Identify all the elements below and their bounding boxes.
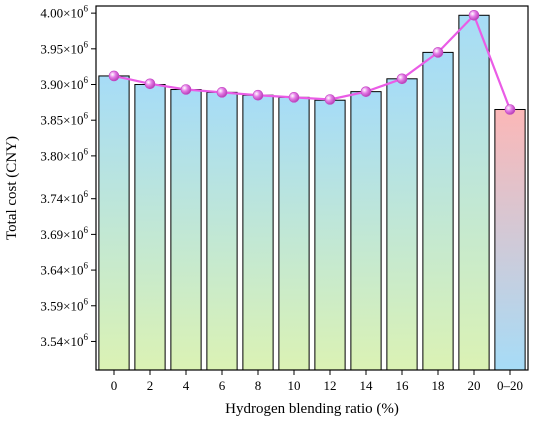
x-tick-label: 16 — [396, 378, 410, 393]
x-tick-label: 12 — [324, 378, 337, 393]
x-tick-label: 4 — [183, 378, 190, 393]
y-tick-label: 3.90×106 — [40, 75, 88, 92]
line-marker-10 — [288, 92, 300, 103]
line-marker-0–20 — [504, 104, 516, 115]
axes: 3.54×106 3.59×106 3.64×106 3.69×106 3.74×106… — [40, 4, 529, 393]
plot-frame — [95, 5, 529, 371]
y-axis-label: Total cost (CNY) — [4, 136, 20, 240]
bar-16 — [386, 78, 418, 371]
line-series — [108, 9, 516, 115]
line-marker-2 — [144, 78, 156, 90]
x-tick-label: 14 — [360, 378, 374, 393]
y-tick-label: 3.59×106 — [40, 296, 88, 313]
bar-10 — [278, 96, 310, 371]
line-marker-18 — [432, 47, 444, 58]
y-tick-label: 3.85×106 — [40, 111, 88, 128]
cost-line — [113, 14, 512, 110]
line-marker-20 — [468, 9, 480, 21]
y-tick-label: 4.00×106 — [40, 4, 88, 21]
x-tick-label: 0–20 — [497, 378, 523, 393]
bar-14 — [350, 91, 382, 371]
bar-18 — [422, 51, 454, 371]
x-tick-label: 20 — [468, 378, 481, 393]
bar-0 — [98, 75, 130, 371]
bar-12 — [314, 99, 346, 371]
y-tick-label: 3.80×106 — [40, 146, 88, 163]
line-marker-0 — [108, 70, 120, 82]
bar-20 — [458, 14, 490, 371]
x-tick-label: 10 — [288, 378, 301, 393]
x-tick-label: 0 — [111, 378, 118, 393]
x-tick-label: 18 — [432, 378, 445, 393]
line-marker-6 — [216, 87, 228, 98]
y-tick-label: 3.54×106 — [40, 332, 88, 349]
line-marker-16 — [396, 73, 408, 85]
bar-2 — [134, 84, 166, 371]
y-tick-label: 3.69×106 — [40, 225, 88, 242]
line-marker-4 — [180, 84, 192, 95]
line-marker-8 — [252, 89, 264, 101]
line-marker-12 — [324, 94, 336, 105]
line-marker-14 — [360, 86, 372, 97]
bar-8 — [242, 94, 274, 371]
y-tick-label: 3.74×106 — [40, 189, 88, 206]
x-tick-label: 8 — [255, 378, 262, 393]
x-tick-label: 2 — [147, 378, 154, 393]
bar-0–20 — [494, 108, 526, 371]
x-tick-label: 6 — [219, 378, 226, 393]
bar-4 — [170, 89, 202, 371]
y-tick-label: 3.64×106 — [40, 261, 88, 278]
bar-series — [98, 14, 526, 371]
x-axis-label: Hydrogen blending ratio (%) — [225, 401, 399, 417]
y-tick-label: 3.95×106 — [40, 39, 88, 56]
bar-6 — [206, 91, 238, 371]
